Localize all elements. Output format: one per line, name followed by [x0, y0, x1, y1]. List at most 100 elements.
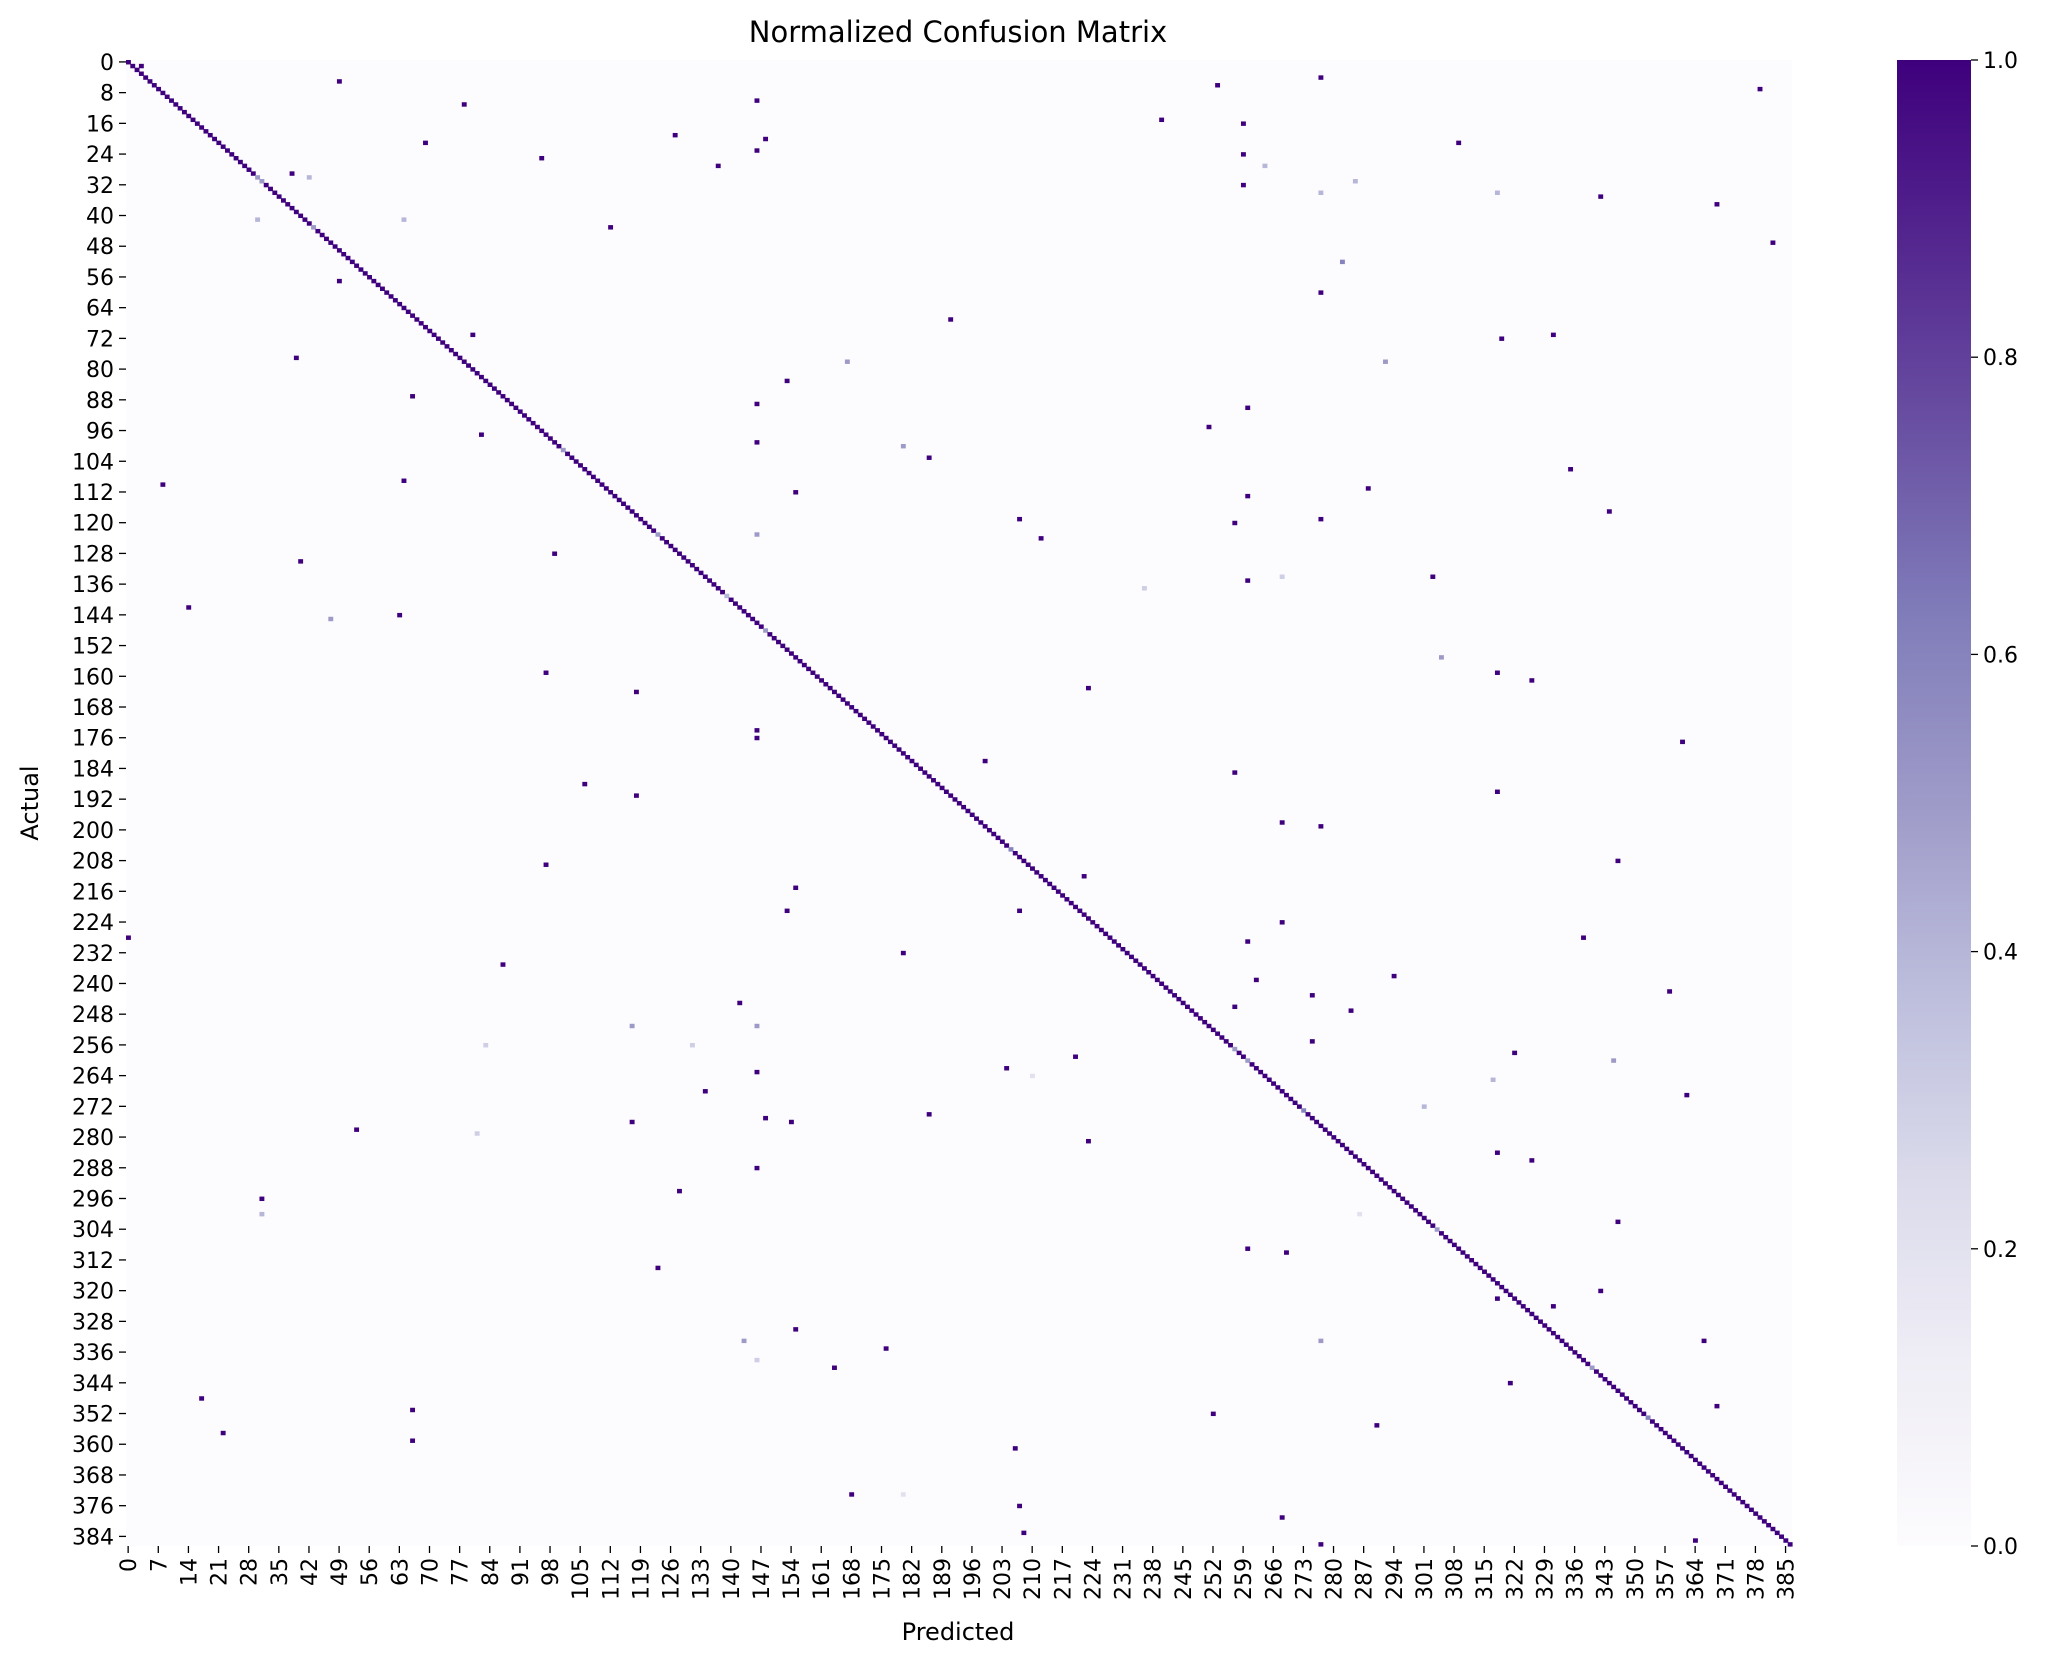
- y-tick-label: 104: [72, 450, 114, 475]
- x-tick-label: 343: [1594, 1558, 1619, 1600]
- heatmap-cell: [793, 490, 799, 495]
- heatmap-cell-diagonal: [788, 651, 794, 656]
- heatmap-cell-diagonal: [1473, 1261, 1479, 1267]
- colorbar-tick-label: 0.0: [1983, 1535, 2018, 1560]
- heatmap-cell-diagonal: [1236, 1050, 1242, 1056]
- heatmap-cell-diagonal: [491, 386, 497, 391]
- heatmap-cell: [1318, 516, 1324, 522]
- heatmap-cell-diagonal: [1258, 1069, 1264, 1075]
- heatmap-cell-diagonal: [1021, 858, 1027, 864]
- heatmap-cell-diagonal: [324, 236, 329, 242]
- heatmap-cell-diagonal: [1322, 1127, 1328, 1132]
- x-tick-label: 203: [991, 1558, 1016, 1600]
- y-tick-label: 296: [72, 1187, 114, 1212]
- heatmap-cell: [793, 885, 799, 890]
- heatmap-cell: [844, 359, 850, 364]
- heatmap-cell-diagonal: [582, 467, 588, 472]
- heatmap-cell: [160, 482, 166, 487]
- heatmap-cell: [199, 1396, 205, 1401]
- heatmap-cell: [1262, 163, 1268, 169]
- heatmap-cell-diagonal: [1538, 1319, 1543, 1324]
- heatmap-cell-diagonal: [1133, 958, 1139, 963]
- heatmap-cell-diagonal: [371, 278, 377, 284]
- heatmap-cell: [1232, 770, 1238, 775]
- heatmap-cell: [1141, 586, 1147, 591]
- heatmap-cell: [1430, 574, 1436, 579]
- heatmap-cell: [1279, 820, 1285, 825]
- heatmap-cell-diagonal: [1593, 1369, 1599, 1374]
- x-tick-label: 105: [569, 1558, 594, 1600]
- heatmap-cell-diagonal: [539, 428, 545, 434]
- heatmap-cell: [1550, 1304, 1556, 1309]
- x-tick-label: 322: [1503, 1558, 1528, 1600]
- heatmap-cell-diagonal: [961, 804, 967, 810]
- heatmap-cell-diagonal: [965, 808, 971, 814]
- heatmap-cell-diagonal: [1723, 1484, 1729, 1489]
- heatmap-cell-diagonal: [134, 67, 140, 73]
- heatmap-cell: [1073, 1054, 1078, 1059]
- heatmap-cell: [1240, 182, 1246, 188]
- heatmap-cell-diagonal: [771, 635, 777, 641]
- heatmap-cell: [754, 148, 760, 153]
- heatmap-cell-diagonal: [1507, 1292, 1513, 1298]
- heatmap-cell: [793, 1327, 799, 1332]
- heatmap-cell-diagonal: [522, 413, 527, 418]
- heatmap-cell: [401, 217, 407, 222]
- x-tick-label: 273: [1292, 1558, 1317, 1600]
- heatmap-cell-diagonal: [956, 801, 962, 806]
- x-tick-label: 63: [388, 1558, 413, 1586]
- heatmap-cell-diagonal: [1529, 1311, 1535, 1317]
- heatmap-cell-diagonal: [138, 71, 144, 76]
- heatmap-cell: [926, 455, 932, 460]
- heatmap-cell-diagonal: [819, 678, 824, 683]
- heatmap-cell-diagonal: [1615, 1388, 1621, 1394]
- heatmap-cell-diagonal: [1284, 1092, 1289, 1098]
- heatmap-cell-diagonal: [160, 90, 166, 96]
- heatmap-cell-diagonal: [982, 824, 988, 829]
- x-tick-label: 140: [720, 1558, 745, 1600]
- heatmap-cell-diagonal: [1469, 1258, 1475, 1263]
- heatmap-cell: [633, 689, 639, 695]
- heatmap-cell-diagonal: [810, 670, 816, 675]
- y-tick-label: 208: [72, 850, 114, 875]
- heatmap-cell-diagonal: [1232, 1046, 1238, 1052]
- heatmap-cell: [1232, 1004, 1238, 1010]
- heatmap-cell-diagonal: [1206, 1023, 1212, 1029]
- heatmap-cell: [672, 132, 678, 138]
- heatmap-cell: [1085, 685, 1091, 691]
- y-tick-label: 56: [86, 266, 114, 291]
- heatmap-cell: [1421, 1104, 1427, 1109]
- heatmap-cell-diagonal: [844, 701, 850, 706]
- heatmap-cell-diagonal: [1490, 1277, 1496, 1282]
- x-tick-label: 196: [961, 1558, 986, 1600]
- heatmap-cell-diagonal: [1163, 985, 1169, 990]
- heatmap-cell: [470, 332, 476, 338]
- heatmap-cell-diagonal: [448, 347, 454, 353]
- heatmap-cell-diagonal: [1705, 1469, 1711, 1474]
- heatmap-cell-diagonal: [143, 75, 149, 80]
- heatmap-cell-diagonal: [328, 240, 334, 245]
- heatmap-cell: [306, 175, 312, 180]
- heatmap-cell: [1439, 655, 1444, 660]
- heatmap-cell-diagonal: [1141, 966, 1147, 971]
- y-tick-label: 288: [72, 1157, 114, 1182]
- heatmap-cell-diagonal: [1068, 900, 1074, 906]
- heatmap-cell-diagonal: [293, 209, 299, 215]
- heatmap-cell: [1494, 1150, 1500, 1155]
- heatmap-cell-diagonal: [931, 778, 936, 783]
- heatmap-cell-diagonal: [1370, 1169, 1376, 1175]
- heatmap-cell-diagonal: [1030, 866, 1035, 871]
- heatmap-cell-diagonal: [1395, 1192, 1401, 1198]
- heatmap-cell: [754, 1357, 760, 1363]
- x-tick-label: 168: [840, 1558, 865, 1600]
- heatmap-cell-diagonal: [1637, 1407, 1642, 1413]
- heatmap-cell-diagonal: [832, 689, 837, 695]
- heatmap-cell-diagonal: [664, 539, 670, 545]
- heatmap-cell: [1456, 140, 1462, 146]
- heatmap-cell: [1348, 1008, 1354, 1013]
- heatmap-cell: [629, 1023, 635, 1029]
- heatmap-cell-diagonal: [1387, 1185, 1393, 1190]
- heatmap-cell-diagonal: [147, 79, 153, 84]
- heatmap-cell-diagonal: [1271, 1081, 1277, 1086]
- x-tick-label: 21: [208, 1558, 233, 1586]
